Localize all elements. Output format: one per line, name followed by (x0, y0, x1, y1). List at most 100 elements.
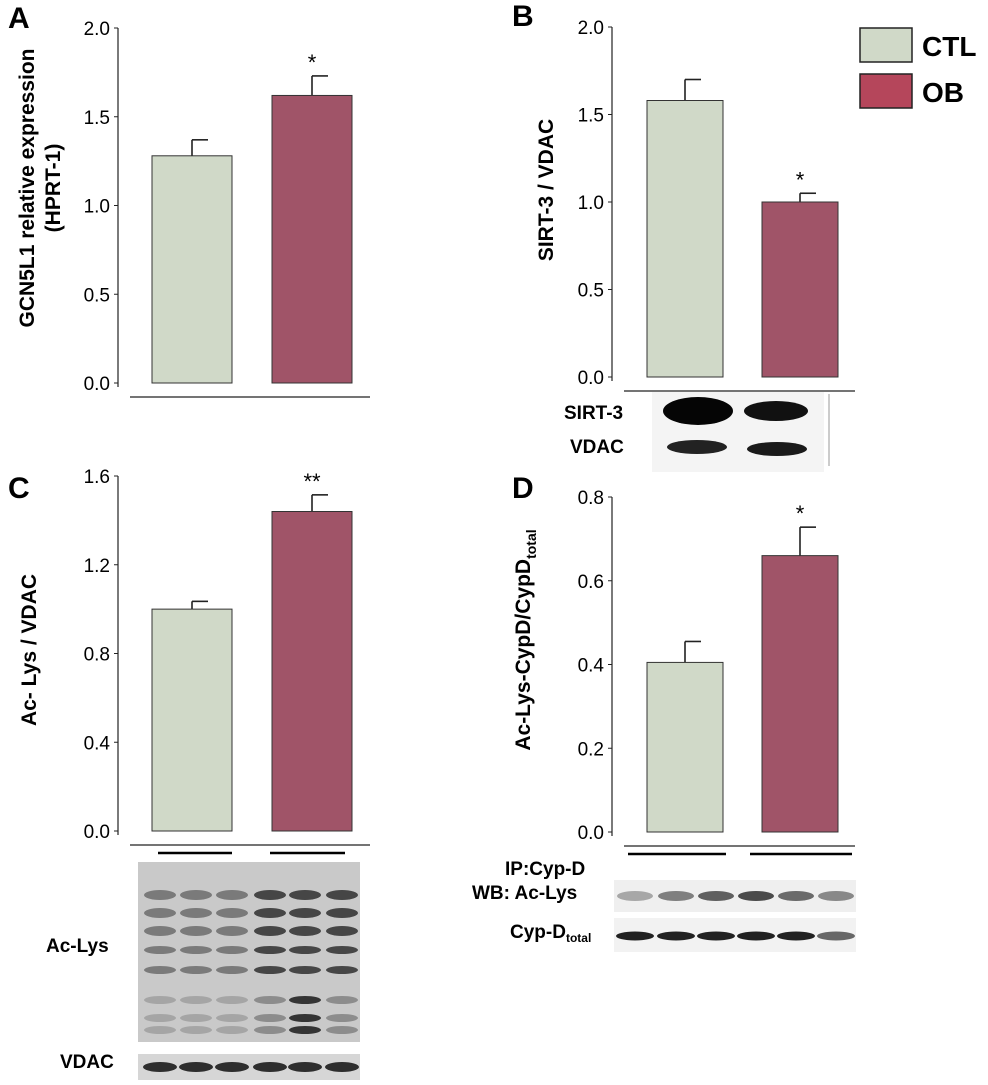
ylabel-c: Ac- Lys / VDAC (18, 574, 41, 726)
blot-c-band (216, 996, 248, 1004)
blot-c-vdac-band (253, 1062, 287, 1072)
blot-d-cypd-band (737, 931, 775, 941)
blot-d: IP:Cyp-D WB: Ac-Lys Cyp-Dtotal (472, 852, 856, 952)
ylabel-d-main: Ac-Lys-CypD/CypD (512, 559, 535, 751)
blot-c-band (216, 1014, 248, 1022)
blot-b-band-vdac-ob (747, 442, 807, 456)
panel-letter-d: D (512, 472, 534, 505)
blot-c-band (254, 996, 286, 1004)
blot-d-label-cypd: Cyp-Dtotal (510, 922, 591, 945)
blot-c-band (254, 1026, 286, 1034)
blot-c-band (180, 966, 212, 974)
y-tick-label-b: 2.0 (578, 18, 604, 39)
y-tick-label-c: 1.2 (84, 556, 110, 577)
ylabel-d: Ac-Lys-CypD/CypDtotal (512, 529, 539, 750)
blot-c-band (289, 996, 321, 1004)
y-tick-label-d: 0.2 (578, 739, 604, 760)
y-tick-label-a: 1.5 (84, 108, 110, 129)
blot-d-aclys-band (738, 891, 774, 901)
blot-b-label-vdac: VDAC (570, 437, 624, 458)
blot-c-band (180, 996, 212, 1004)
y-tick-label-d: 0.4 (578, 656, 605, 677)
blot-c-band (144, 908, 176, 918)
blot-d-aclys-band (778, 891, 814, 901)
significance-b-ob: * (796, 167, 805, 192)
blot-d-label-cypd-sub: total (566, 931, 591, 945)
blot-c-band (289, 908, 321, 918)
blot-c-band (326, 890, 358, 900)
bar-c-ob (271, 511, 353, 832)
blot-c-band (216, 966, 248, 974)
blot-c-band (180, 908, 212, 918)
blot-c-band (144, 966, 176, 974)
blot-b-band-vdac-ctl (667, 440, 727, 454)
blot-c-band (144, 1014, 176, 1022)
blot-c-band (216, 1026, 248, 1034)
blot-c-band (326, 966, 358, 974)
y-tick-label-a: 2.0 (84, 19, 110, 40)
y-tick-label-b: 0.5 (578, 281, 604, 302)
blot-c-band (254, 890, 286, 900)
blot-c-label-vdac: VDAC (60, 1052, 114, 1073)
blot-d-aclys-band (658, 891, 694, 901)
y-tick-label-c: 0.4 (84, 733, 111, 754)
blot-c-band (326, 946, 358, 954)
blot-c-band (289, 890, 321, 900)
blot-b: SIRT-3 VDAC (564, 392, 830, 472)
panel-letter-c: C (8, 472, 30, 505)
blot-d-cypd-band (697, 931, 735, 941)
blot-d-label-ip: IP:Cyp-D (505, 859, 585, 880)
blot-c-band (254, 926, 286, 936)
blot-c-band (216, 926, 248, 936)
blot-c-band (216, 946, 248, 954)
blot-b-band-sirt3-ob (744, 401, 808, 421)
bar-c-ctl (151, 608, 233, 832)
blot-c-band (144, 946, 176, 954)
blot-c-band (254, 966, 286, 974)
blot-c-band (144, 1026, 176, 1034)
blot-c-band (180, 1026, 212, 1034)
blot-c-band (216, 890, 248, 900)
bar-b-ctl (646, 100, 724, 378)
significance-c-ob: ** (303, 469, 321, 494)
blot-d-cypd-band (657, 931, 695, 941)
blot-d-aclys-band (698, 891, 734, 901)
blot-c-band (289, 946, 321, 954)
blot-c-band (254, 946, 286, 954)
blot-c-vdac-band (288, 1062, 322, 1072)
chart-panel-b: 0.0 0.5 1.0 1.5 2.0 * (578, 18, 855, 392)
blot-d-aclys-band (617, 891, 653, 901)
blot-d-cypd-band (817, 931, 855, 941)
blot-c-membrane-aclys (138, 862, 360, 1042)
significance-d-ob: * (796, 501, 805, 526)
blot-c-vdac-band (325, 1062, 359, 1072)
bar-b-ob (761, 201, 839, 378)
panel-letter-a: A (8, 2, 30, 35)
blot-d-aclys-band (818, 891, 854, 901)
y-tick-label-d: 0.0 (578, 823, 604, 844)
blot-c: Ac-Lys VDAC (46, 851, 360, 1080)
y-tick-label-a: 1.0 (84, 197, 110, 218)
legend-label-ob: OB (922, 77, 964, 108)
significance-a-ob: * (308, 50, 317, 75)
blot-c-band (289, 1014, 321, 1022)
bar-d-ctl (646, 661, 724, 833)
chart-panel-a: 0.0 0.5 1.0 1.5 2.0 * (84, 19, 370, 398)
y-tick-label-a: 0.0 (84, 374, 110, 395)
y-tick-label-b: 1.5 (578, 106, 604, 127)
blot-b-label-sirt3: SIRT-3 (564, 403, 623, 424)
blot-c-band (326, 1014, 358, 1022)
blot-c-band (326, 926, 358, 936)
y-tick-label-b: 1.0 (578, 193, 604, 214)
blot-c-band (326, 996, 358, 1004)
blot-d-bands (616, 891, 855, 941)
ylabel-a-line1: GCN5L1 relative expression (16, 49, 39, 328)
blot-c-vdac-band (143, 1062, 177, 1072)
blot-d-label-cypd-main: Cyp-D (510, 922, 566, 943)
legend-swatch-ctl (859, 27, 913, 63)
legend-swatch-ob (859, 73, 913, 109)
blot-c-vdac-bands (143, 1062, 359, 1072)
ylabel-a-line2: (HPRT-1) (42, 144, 65, 233)
y-tick-label-d: 0.8 (578, 488, 604, 509)
